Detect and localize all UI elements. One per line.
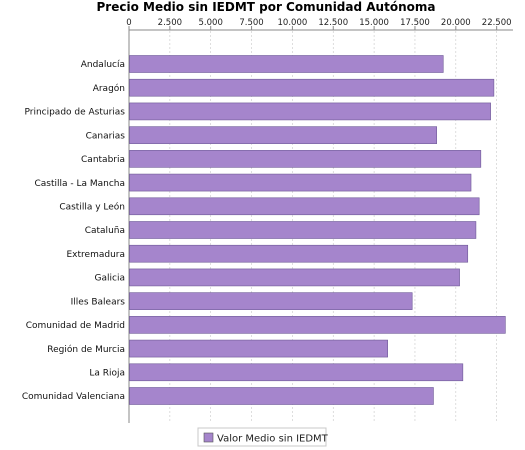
x-tick-label: 7.500 — [239, 18, 263, 28]
bar — [129, 292, 413, 310]
x-tick-label: 12.500 — [318, 18, 348, 28]
category-labels: Andalucía Aragón Principado de Asturias Can… — [22, 60, 125, 402]
bar — [129, 363, 464, 382]
x-tick-label: 10.000 — [278, 18, 308, 28]
legend: Valor Medio sin IEDMT — [197, 427, 329, 447]
x-tick-label: 0 — [126, 18, 131, 28]
bar — [129, 316, 506, 334]
x-tick-label: 5.000 — [199, 18, 223, 28]
category-label: Aragón — [93, 83, 125, 94]
bar — [129, 244, 469, 263]
category-label: Comunidad de Madrid — [26, 321, 125, 331]
category-label: Castilla - La Mancha — [34, 179, 125, 189]
bar — [129, 221, 477, 239]
bar — [129, 102, 491, 121]
x-axis: 0 2.500 5.000 7.500 10.000 12.500 15.000 17.500… — [126, 18, 513, 423]
bar — [129, 339, 388, 358]
bar — [129, 173, 472, 192]
category-label: Extremadura — [67, 250, 126, 260]
category-label: Cantabria — [81, 155, 125, 165]
category-label: Cataluña — [85, 226, 125, 236]
x-tick-label: 20.000 — [441, 18, 471, 28]
category-label: Canarias — [86, 131, 126, 141]
x-tick-label: 17.500 — [400, 18, 430, 28]
chart-title: Precio Medio sin IEDMT por Comunidad Aut… — [97, 0, 436, 14]
bar — [129, 55, 444, 73]
bar — [129, 387, 434, 405]
x-tick-label: 2.500 — [158, 18, 182, 28]
category-label: Galicia — [95, 274, 125, 284]
category-label: Comunidad Valenciana — [22, 392, 125, 402]
bars — [129, 55, 506, 405]
category-label: Illes Balears — [71, 297, 126, 307]
bar — [129, 126, 438, 144]
bar — [129, 78, 495, 97]
category-label: La Rioja — [89, 368, 125, 378]
category-label: Andalucía — [81, 60, 125, 70]
bar — [129, 197, 480, 216]
bar — [129, 268, 460, 287]
x-tick-label: 15.000 — [359, 18, 389, 28]
legend-swatch — [203, 432, 214, 443]
category-label: Región de Murcia — [47, 344, 125, 355]
category-label: Principado de Asturias — [24, 108, 125, 118]
legend-label: Valor Medio sin IEDMT — [217, 434, 329, 445]
x-tick-label: 22.500 — [482, 18, 512, 28]
legend-box — [197, 427, 327, 447]
category-label: Castilla y León — [59, 201, 125, 212]
bar — [129, 150, 482, 168]
